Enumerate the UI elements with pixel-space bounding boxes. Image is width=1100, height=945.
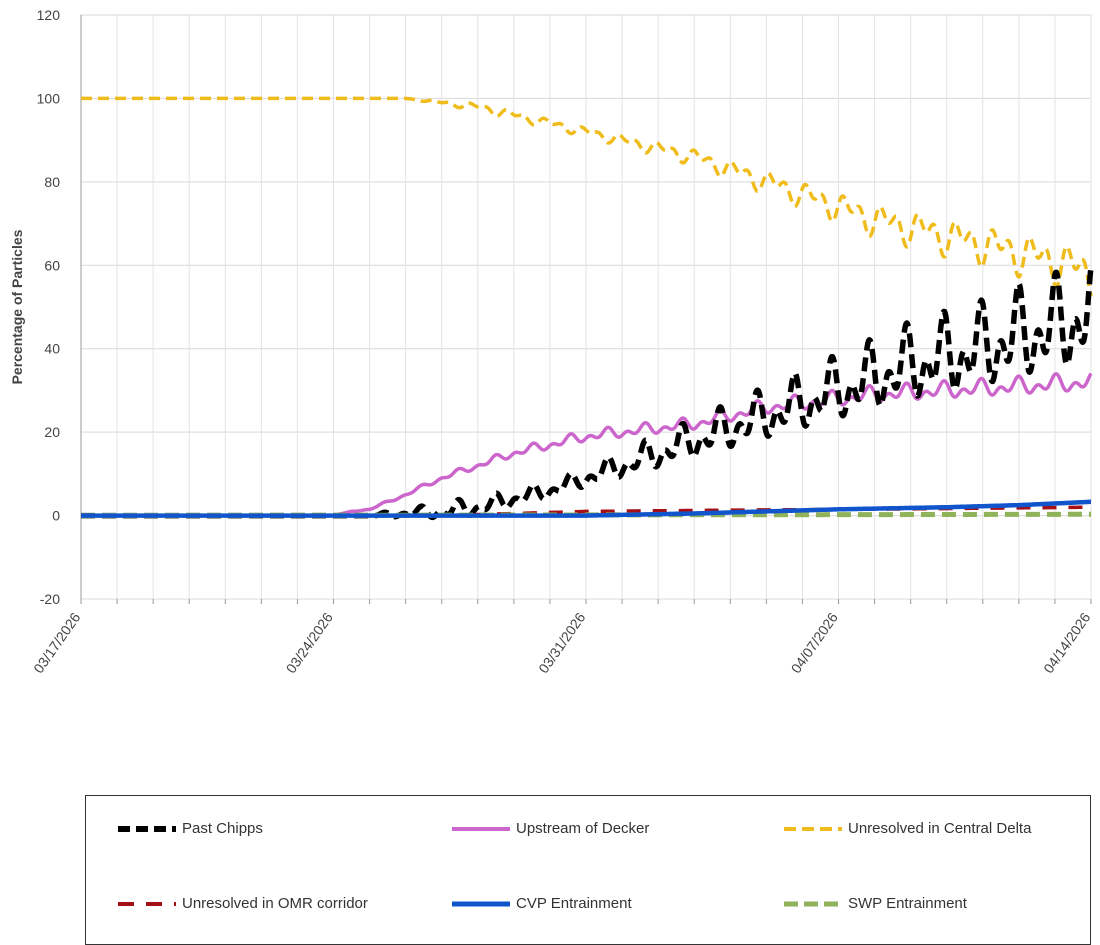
x-tick-label: 03/24/2026 — [283, 609, 336, 676]
y-tick-label: 20 — [44, 424, 60, 440]
legend-label: Past Chipps — [182, 820, 263, 837]
legend: Past Chipps Upstream of Decker Unresolve… — [85, 795, 1091, 945]
series-layer — [79, 96, 1094, 521]
x-tick-label: 03/31/2026 — [535, 609, 588, 676]
legend-swatch-swp-entrainment — [784, 901, 842, 906]
legend-item-swp-entrainment: SWP Entrainment — [782, 895, 967, 912]
y-tick-label: -20 — [40, 591, 60, 607]
y-axis-label: Percentage of Particles — [9, 229, 25, 384]
legend-swatch-unresolved-central-delta — [784, 826, 842, 831]
legend-item-cvp-entrainment: CVP Entrainment — [450, 895, 632, 912]
y-tick-label: 80 — [44, 174, 60, 190]
legend-label: Unresolved in OMR corridor — [182, 895, 368, 912]
y-tick-label: 60 — [44, 257, 60, 273]
x-tick-label: 03/17/2026 — [30, 609, 83, 676]
y-tick-label: 0 — [52, 508, 60, 524]
legend-label: SWP Entrainment — [848, 895, 967, 912]
legend-swatch-past-chipps — [118, 825, 176, 832]
x-tick-label: 04/14/2026 — [1040, 609, 1093, 676]
x-axis-tick-labels: 03/17/2026 03/24/2026 03/31/2026 04/07/2026… — [30, 609, 1093, 676]
y-axis-tick-labels: -20 0 20 40 60 80 100 120 — [37, 7, 61, 607]
legend-swatch-upstream-of-decker — [452, 826, 510, 831]
y-tick-label: 100 — [37, 90, 61, 106]
legend-item-upstream-of-decker: Upstream of Decker — [450, 820, 649, 837]
legend-label: CVP Entrainment — [516, 895, 632, 912]
series-line-cvp-entrainment — [79, 499, 1093, 518]
legend-item-past-chipps: Past Chipps — [116, 820, 263, 837]
x-tick-label: 04/07/2026 — [788, 609, 841, 676]
legend-item-unresolved-central-delta: Unresolved in Central Delta — [782, 820, 1031, 837]
grid-lines — [80, 14, 1092, 604]
legend-swatch-cvp-entrainment — [452, 901, 510, 906]
legend-label: Upstream of Decker — [516, 820, 650, 837]
y-tick-label: 40 — [44, 341, 60, 357]
legend-label: Unresolved in Central Delta — [848, 820, 1032, 837]
legend-swatch-unresolved-omr — [118, 901, 176, 906]
y-tick-label: 120 — [37, 7, 61, 23]
legend-item-unresolved-omr: Unresolved in OMR corridor — [116, 895, 368, 912]
series-line-unresolved-in-central-delta — [80, 96, 1093, 297]
